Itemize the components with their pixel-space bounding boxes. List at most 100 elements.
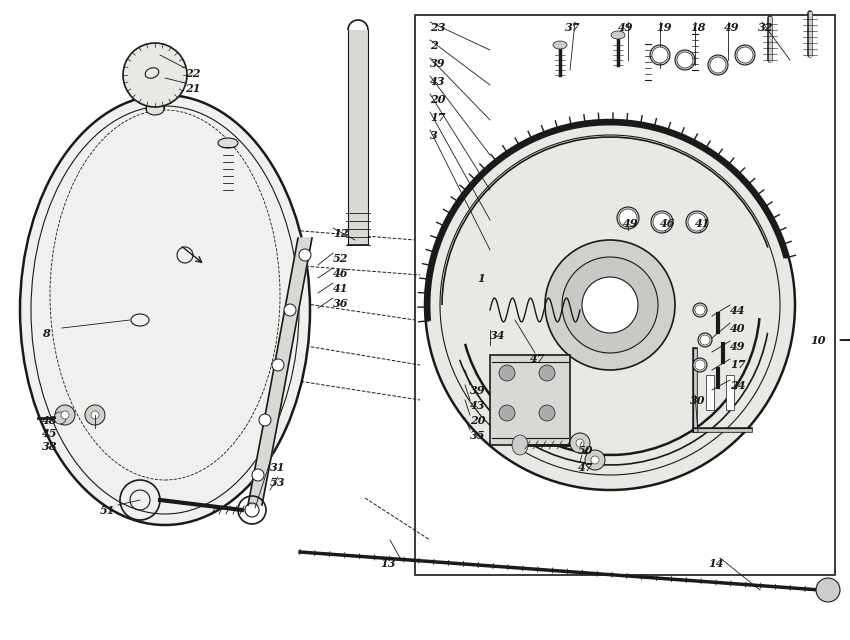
Text: 18: 18 — [690, 22, 706, 33]
Circle shape — [619, 209, 637, 227]
Ellipse shape — [698, 333, 712, 347]
Text: 19: 19 — [656, 22, 672, 33]
Text: 1: 1 — [477, 273, 484, 284]
Text: 46: 46 — [660, 218, 676, 229]
Circle shape — [55, 405, 75, 425]
Circle shape — [688, 213, 706, 231]
Circle shape — [539, 405, 555, 421]
Text: 38: 38 — [42, 441, 58, 452]
Text: 48: 48 — [42, 415, 58, 426]
Circle shape — [539, 365, 555, 381]
Circle shape — [695, 360, 705, 370]
Circle shape — [652, 47, 668, 63]
Text: 22: 22 — [185, 68, 201, 79]
Text: 40: 40 — [730, 323, 745, 334]
Circle shape — [425, 120, 795, 490]
Circle shape — [272, 359, 284, 371]
Circle shape — [737, 47, 753, 63]
Ellipse shape — [146, 103, 164, 115]
Circle shape — [700, 335, 710, 345]
Ellipse shape — [675, 50, 695, 70]
Text: 43: 43 — [430, 76, 445, 87]
Text: 8: 8 — [42, 328, 50, 339]
Polygon shape — [248, 238, 312, 505]
Text: 32: 32 — [758, 22, 774, 33]
Circle shape — [562, 257, 658, 353]
Ellipse shape — [617, 207, 639, 229]
Text: 23: 23 — [430, 22, 445, 33]
Text: —10: —10 — [840, 333, 850, 346]
Text: 17: 17 — [430, 112, 445, 123]
Circle shape — [545, 240, 675, 370]
Ellipse shape — [553, 41, 567, 49]
Text: 39: 39 — [470, 385, 485, 396]
Circle shape — [695, 305, 705, 315]
Text: 47: 47 — [530, 353, 546, 364]
Text: 47: 47 — [578, 462, 593, 473]
Text: 13: 13 — [380, 558, 395, 569]
Text: 52: 52 — [333, 253, 348, 264]
Circle shape — [591, 456, 599, 464]
Text: 45: 45 — [42, 428, 58, 439]
Circle shape — [710, 57, 726, 73]
Ellipse shape — [686, 211, 708, 233]
Circle shape — [499, 365, 515, 381]
Ellipse shape — [218, 138, 238, 148]
Circle shape — [85, 405, 105, 425]
Text: 17: 17 — [730, 359, 745, 370]
Text: 20: 20 — [470, 415, 485, 426]
Ellipse shape — [650, 45, 670, 65]
Circle shape — [570, 433, 590, 453]
Circle shape — [259, 414, 271, 426]
Text: 20: 20 — [430, 94, 445, 105]
Text: 49: 49 — [623, 218, 638, 229]
Ellipse shape — [512, 435, 528, 455]
Circle shape — [252, 469, 264, 481]
Ellipse shape — [693, 303, 707, 317]
Circle shape — [61, 411, 69, 419]
Text: 36: 36 — [333, 298, 348, 309]
Text: 51: 51 — [100, 505, 116, 516]
Text: 50: 50 — [578, 445, 593, 456]
Text: 30: 30 — [690, 395, 706, 406]
Text: 39: 39 — [430, 58, 445, 69]
Ellipse shape — [735, 45, 755, 65]
Text: 3: 3 — [430, 130, 438, 141]
Text: —10: —10 — [838, 333, 850, 346]
Circle shape — [299, 249, 311, 261]
Text: 14: 14 — [708, 558, 723, 569]
Circle shape — [499, 405, 515, 421]
Text: 34: 34 — [490, 330, 506, 341]
Circle shape — [576, 439, 584, 447]
Ellipse shape — [693, 358, 707, 372]
Text: 2: 2 — [430, 40, 438, 51]
Text: 31: 31 — [270, 462, 286, 473]
Circle shape — [816, 578, 840, 602]
Text: 35: 35 — [470, 430, 485, 441]
Circle shape — [123, 43, 187, 107]
Circle shape — [284, 304, 296, 316]
Circle shape — [582, 277, 638, 333]
Text: 21: 21 — [185, 83, 201, 94]
Ellipse shape — [54, 412, 66, 424]
Text: 41: 41 — [333, 283, 348, 294]
Ellipse shape — [651, 211, 673, 233]
Text: 43: 43 — [470, 400, 485, 411]
Text: 44: 44 — [730, 305, 745, 316]
Bar — [490, 355, 570, 445]
Bar — [706, 375, 714, 410]
Text: 10: 10 — [810, 335, 825, 346]
Text: 24: 24 — [730, 380, 745, 391]
Ellipse shape — [20, 95, 310, 525]
Circle shape — [585, 450, 605, 470]
Text: 53: 53 — [270, 477, 286, 488]
Bar — [726, 375, 734, 410]
Ellipse shape — [708, 55, 728, 75]
Text: 46: 46 — [333, 268, 348, 279]
Text: 49: 49 — [730, 341, 745, 352]
Bar — [415, 15, 835, 575]
Circle shape — [677, 52, 693, 68]
Text: 41: 41 — [695, 218, 711, 229]
Text: 49: 49 — [618, 22, 633, 33]
Circle shape — [653, 213, 671, 231]
